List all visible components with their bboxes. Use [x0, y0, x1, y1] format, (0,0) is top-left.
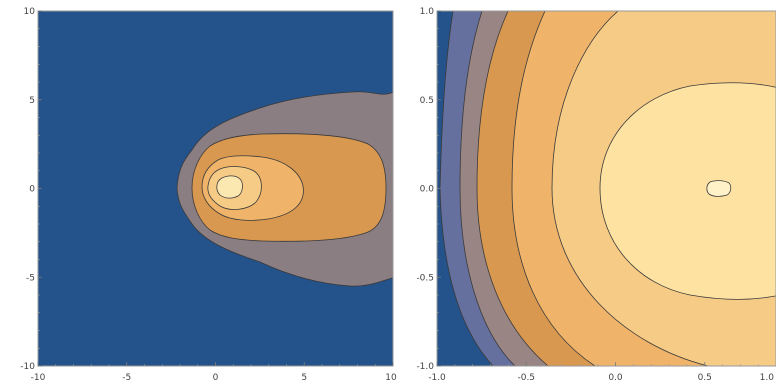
y-tick-label: -0.5 — [416, 273, 434, 283]
right-contour-plot: -1.0 -0.5 0.0 0.5 1.0 -1.0 -0.5 0.0 0.5 1.0 — [416, 7, 776, 383]
x-tick-label: 5 — [301, 373, 307, 383]
x-tick-label: 0.5 — [698, 373, 712, 383]
x-tick-label: 10 — [385, 373, 397, 383]
left-level-6 — [216, 175, 243, 199]
y-tick-label: -10 — [20, 362, 35, 372]
y-tick-label: 10 — [24, 7, 36, 17]
left-plot-area — [38, 11, 393, 366]
x-tick-label: 1.0 — [760, 373, 775, 383]
x-tick-label: 0 — [213, 373, 219, 383]
y-tick-label: 0.5 — [420, 96, 434, 106]
y-tick-label: 0.0 — [420, 185, 435, 195]
x-tick-label: -5 — [122, 373, 131, 383]
x-tick-label: -1.0 — [428, 373, 446, 383]
right-axes: -1.0 -0.5 0.0 0.5 1.0 -1.0 -0.5 0.0 0.5 1.0 — [416, 7, 774, 383]
left-axes: -10 -5 0 5 10 -10 -5 0 5 10 — [20, 7, 397, 383]
left-contour-plot: -10 -5 0 5 10 -10 -5 0 5 10 — [20, 7, 397, 383]
y-tick-label: -1.0 — [416, 362, 434, 372]
y-tick-label: 5 — [29, 96, 35, 106]
y-tick-label: -5 — [26, 273, 35, 283]
right-level-8 — [706, 180, 732, 197]
right-level-7 — [599, 82, 776, 300]
right-plot-area — [437, 11, 776, 366]
y-tick-label: 1.0 — [420, 7, 435, 17]
y-tick-label: 0 — [29, 185, 35, 195]
x-tick-label: 0.0 — [608, 373, 623, 383]
x-tick-label: -0.5 — [517, 373, 535, 383]
x-tick-label: -10 — [31, 373, 46, 383]
